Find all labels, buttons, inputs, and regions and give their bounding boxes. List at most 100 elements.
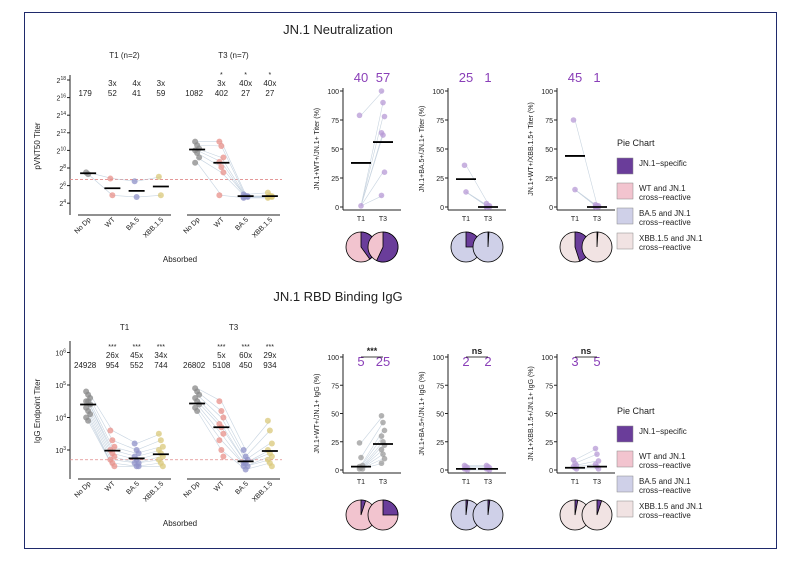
data-point — [218, 143, 225, 149]
y-tick-label: 0 — [335, 468, 339, 475]
subject-line — [196, 404, 270, 467]
subject-line — [360, 102, 384, 206]
significance-stars: *** — [242, 344, 250, 351]
gmt-label: 41 — [132, 89, 141, 98]
subject-line — [360, 172, 384, 207]
fraction-label: 25 — [459, 70, 473, 85]
gmt-label: 934 — [263, 361, 277, 370]
data-point — [159, 443, 166, 450]
fold-change-label: 40x — [263, 79, 276, 88]
data-point — [570, 117, 577, 123]
data-point — [463, 189, 469, 195]
data-point — [107, 175, 114, 182]
data-point — [157, 192, 164, 199]
category-tick-label: T3 — [593, 479, 601, 486]
data-point — [218, 164, 225, 171]
data-point — [268, 440, 275, 447]
data-point — [216, 192, 223, 199]
significance-stars: * — [244, 72, 247, 79]
data-point — [85, 417, 92, 424]
fold-change-label: 3x — [157, 79, 165, 88]
y-tick-label: 210 — [57, 146, 67, 155]
significance-stars: *** — [157, 344, 165, 351]
legend-label: BA.5 and JN.1 — [639, 477, 691, 486]
y-tick-label: 106 — [55, 349, 66, 358]
fraction-chart-neut-fraction-ba5: 0 25 50 75 100 JN.1+BA.5+/JN.1+ Titer (%) T1 25… — [419, 70, 506, 263]
y-tick-label: 24 — [59, 199, 66, 208]
subject-line — [360, 435, 384, 467]
significance-stars: * — [220, 72, 223, 79]
fraction-label: 3 — [571, 354, 578, 369]
fold-change-label: 5x — [217, 351, 225, 360]
data-point — [87, 411, 94, 418]
data-point — [380, 419, 386, 426]
legend-swatch — [616, 157, 634, 175]
data-point — [220, 453, 227, 460]
y-tick-label: 0 — [440, 205, 444, 212]
data-point — [264, 417, 271, 424]
data-point — [380, 451, 386, 457]
legend-swatch — [616, 182, 634, 200]
data-point — [378, 433, 385, 439]
significance-label: *** — [367, 346, 378, 356]
subject-line — [360, 90, 384, 116]
y-tick-label: 0 — [440, 468, 444, 475]
data-point — [356, 112, 363, 119]
data-point — [107, 427, 114, 434]
y-tick-label: 50 — [436, 147, 444, 154]
y-axis-label: pVNT50 Titer — [33, 122, 42, 169]
data-point — [218, 447, 225, 453]
data-point — [380, 99, 386, 106]
legend-label: WT and JN.1 — [639, 452, 686, 461]
category-tick-label: WT — [104, 480, 117, 493]
significance-stars: *** — [133, 344, 141, 351]
subject-line — [196, 157, 270, 198]
data-point — [216, 437, 223, 444]
data-point — [159, 463, 166, 470]
data-point — [194, 408, 201, 414]
pie-specific-slice — [382, 499, 399, 516]
subject-line — [87, 394, 161, 451]
fold-change-label: 40x — [239, 79, 252, 88]
category-tick-label: T1 — [462, 479, 470, 486]
data-point — [131, 178, 138, 185]
fraction-chart-binding-fraction-ba5: 0 25 50 75 100 JN.1+BA.5+/JN.1+ IgG (%) T1 2 T3 2… — [419, 346, 506, 531]
y-tick-label: 100 — [327, 355, 339, 362]
y-tick-label: 25 — [331, 176, 339, 183]
subject-line — [87, 420, 161, 467]
data-point — [131, 440, 138, 447]
y-tick-label: 100 — [432, 355, 444, 362]
legend-label-line2: cross−reactive — [639, 193, 691, 202]
fold-change-label: 26x — [106, 351, 119, 360]
category-tick-label: T1 — [462, 216, 470, 223]
gmt-label: 52 — [108, 89, 117, 98]
subject-line — [574, 453, 598, 464]
subject-line — [196, 401, 270, 464]
data-point — [358, 454, 364, 461]
data-point — [111, 463, 118, 470]
subject-line — [196, 391, 271, 458]
fraction-chart-neut-fraction-xbb: 0 25 50 75 100 JN.1+WT+/XBB.1.5+ Titer (%) T1 4… — [528, 70, 615, 263]
y-tick-label: 28 — [59, 164, 66, 173]
subject-line — [196, 397, 271, 464]
y-tick-label: 212 — [57, 129, 67, 138]
category-tick-label: T3 — [593, 216, 601, 223]
fraction-label: 2 — [462, 354, 469, 369]
y-tick-label: 25 — [436, 176, 444, 183]
y-axis-label: JN.1+WT+/JN.1+ Titer (%) — [314, 108, 321, 190]
y-axis-label: JN.1+BA.5+/JN.1+ Titer (%) — [419, 106, 426, 193]
fraction-label: 1 — [484, 70, 491, 85]
y-tick-label: 25 — [545, 176, 553, 183]
pie-specific-slice — [596, 499, 603, 516]
data-point — [220, 169, 227, 176]
gmt-label: 1082 — [185, 89, 203, 98]
category-tick-label: T3 — [379, 216, 387, 223]
legend-swatch — [616, 500, 634, 518]
significance-stars: *** — [108, 344, 116, 351]
fold-change-label: 60x — [239, 351, 252, 360]
pie-specific-slice — [487, 231, 490, 248]
data-point — [378, 192, 385, 199]
